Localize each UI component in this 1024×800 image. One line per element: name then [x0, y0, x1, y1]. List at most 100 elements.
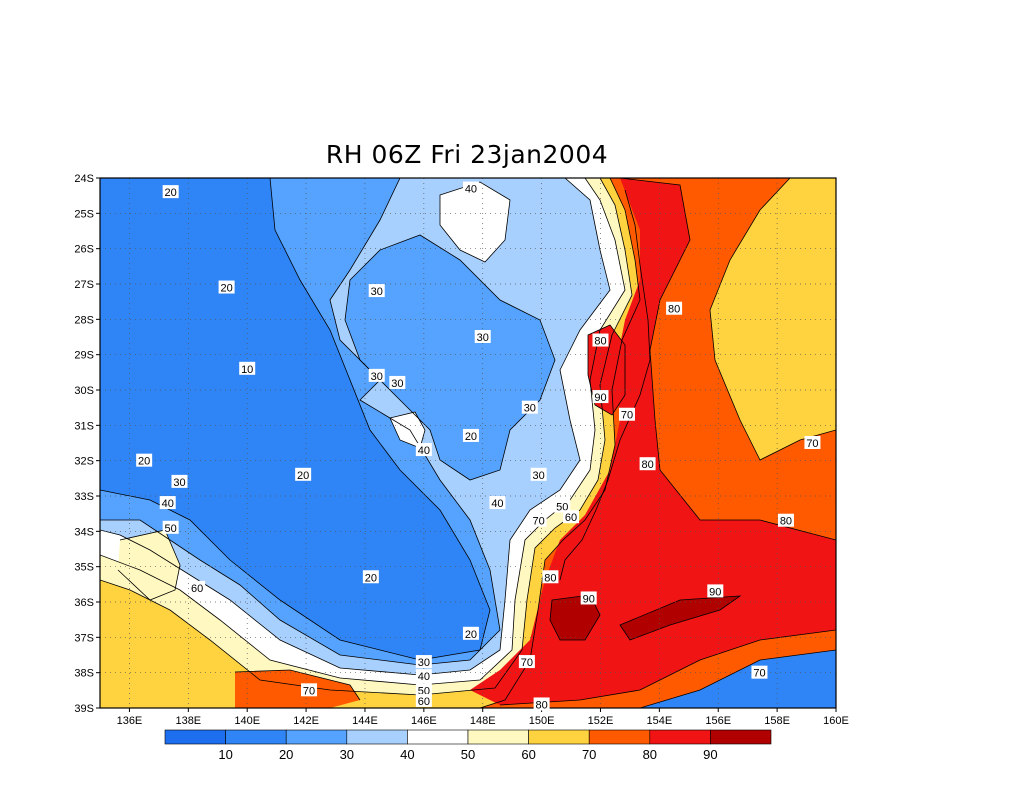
colorbar-label: 20 — [279, 747, 293, 762]
lon-tick-label: 138E — [175, 715, 201, 727]
lat-tick-label: 36S — [74, 597, 94, 609]
contour-label-bg — [542, 570, 559, 584]
contour-label: 90 — [707, 584, 724, 598]
contour-label-bg — [530, 467, 547, 481]
contour-label-text: 50 — [556, 502, 568, 514]
colorbar-label: 50 — [461, 747, 475, 762]
lon-tick-label: 148E — [470, 715, 496, 727]
contour-label: 80 — [542, 570, 559, 584]
contour-label-text: 30 — [391, 378, 403, 390]
colorbar: 10 20 30 40 50 60 70 80 90 — [164, 729, 772, 762]
contour-label-bg — [171, 474, 188, 488]
lon-tick-label: 146E — [411, 715, 437, 727]
contour-label-bg — [462, 626, 479, 640]
band-90-b — [620, 596, 740, 640]
contour-label: 30 — [530, 467, 547, 482]
contour-label-bg — [530, 513, 547, 527]
contour-label: 20 — [462, 626, 479, 641]
contour-label: 70 — [751, 665, 768, 680]
island-40-b — [390, 412, 425, 448]
colorbar-label: 60 — [521, 747, 535, 762]
lat-tick-label: 39S — [74, 703, 94, 715]
lat-tick-label: 32S — [74, 456, 94, 468]
contour-label-bg — [666, 301, 683, 315]
contour-label-text: 40 — [162, 498, 174, 510]
contour-label-bg — [162, 185, 179, 199]
lon-tick-label: 154E — [647, 715, 673, 727]
contour-label: 80 — [592, 333, 609, 348]
contour-label-bg — [301, 683, 318, 697]
lat-tick-label: 31S — [74, 420, 94, 432]
contour-label-bg — [592, 390, 609, 404]
lat-tick-label: 30S — [74, 385, 94, 397]
contour-label-bg — [295, 467, 312, 481]
contour-label-bg — [362, 570, 379, 584]
contour-label-text: 70 — [521, 657, 533, 669]
contour-label-bg — [474, 330, 491, 343]
colorbar-swatch — [528, 729, 590, 745]
contour-label: 30 — [368, 368, 385, 383]
contour-label-bg — [415, 669, 432, 683]
contour-label-bg — [521, 400, 538, 414]
contour-label: 10 — [239, 361, 256, 376]
colorbar-swatch — [407, 729, 469, 745]
contour-label-text: 90 — [594, 392, 606, 404]
contour-label: 80 — [639, 457, 656, 471]
contour-label-bg — [189, 580, 206, 594]
lat-tick-label: 38S — [74, 668, 94, 680]
contour-label-bg — [415, 693, 432, 707]
contour-label-text: 30 — [524, 403, 536, 415]
contour-label-bg — [592, 333, 609, 347]
contour-label-text: 20 — [365, 572, 377, 584]
contour-lines — [100, 178, 836, 708]
contour-label: 80 — [666, 301, 683, 316]
lat-tick-label: 37S — [74, 632, 94, 644]
colorbar-label: 80 — [643, 747, 657, 762]
colorbar-swatch — [649, 729, 711, 745]
contour-label-text: 50 — [165, 523, 177, 535]
contour-label-text: 80 — [535, 699, 547, 711]
contour-label: 30 — [415, 655, 432, 669]
contour-label: 70 — [618, 407, 635, 422]
lon-tick-label: 150E — [529, 715, 555, 727]
contour-label-bg — [415, 655, 432, 669]
contour-label-text: 70 — [621, 410, 633, 422]
contour-label-text: 20 — [465, 431, 477, 443]
contour-label-bg — [415, 443, 432, 457]
contour-label-bg — [804, 436, 821, 449]
contour-label-text: 70 — [303, 685, 315, 697]
contour-label-text: 70 — [806, 438, 818, 450]
contour-label-text: 40 — [418, 445, 430, 457]
contour-label-text: 40 — [491, 498, 503, 510]
contour-label: 30 — [521, 400, 538, 415]
latitude-axis: 24S 25S 26S 27S 28S 29S 30S 31S 32S 33S 34S 35S 36S 3… — [74, 173, 100, 715]
lat-tick-label: 26S — [74, 244, 94, 256]
contour-label: 20 — [295, 467, 312, 482]
contour-label: 50 — [554, 499, 571, 514]
lat-tick-label: 34S — [74, 526, 94, 538]
lon-tick-label: 152E — [588, 715, 614, 727]
contour-label-text: 20 — [138, 456, 150, 468]
contour-label: 80 — [533, 697, 550, 711]
contour-label-bg — [415, 683, 432, 697]
band-70-80-east — [710, 178, 836, 460]
contour-label-text: 30 — [418, 657, 430, 669]
colorbar-swatch — [285, 729, 348, 745]
contour-label: 30 — [474, 330, 491, 344]
contour-label-bg — [368, 284, 385, 298]
contour-label: 20 — [462, 428, 479, 443]
contour-label: 20 — [362, 570, 379, 584]
lon-tick-label: 142E — [293, 715, 319, 727]
lon-tick-label: 144E — [352, 715, 378, 727]
lat-tick-label: 27S — [74, 279, 94, 291]
contour-label-bg — [639, 457, 656, 471]
contour-label-bg — [136, 453, 153, 467]
contour-label-text: 30 — [371, 286, 383, 298]
contour-label-text: 40 — [465, 184, 477, 196]
colorbar-label: 90 — [703, 747, 717, 762]
contour-label: 50 — [162, 520, 179, 535]
contour-label: 30 — [389, 375, 406, 390]
contour-label-text: 60 — [191, 583, 203, 595]
contour-label: 70 — [518, 655, 535, 669]
contour-label-bg — [389, 375, 406, 389]
